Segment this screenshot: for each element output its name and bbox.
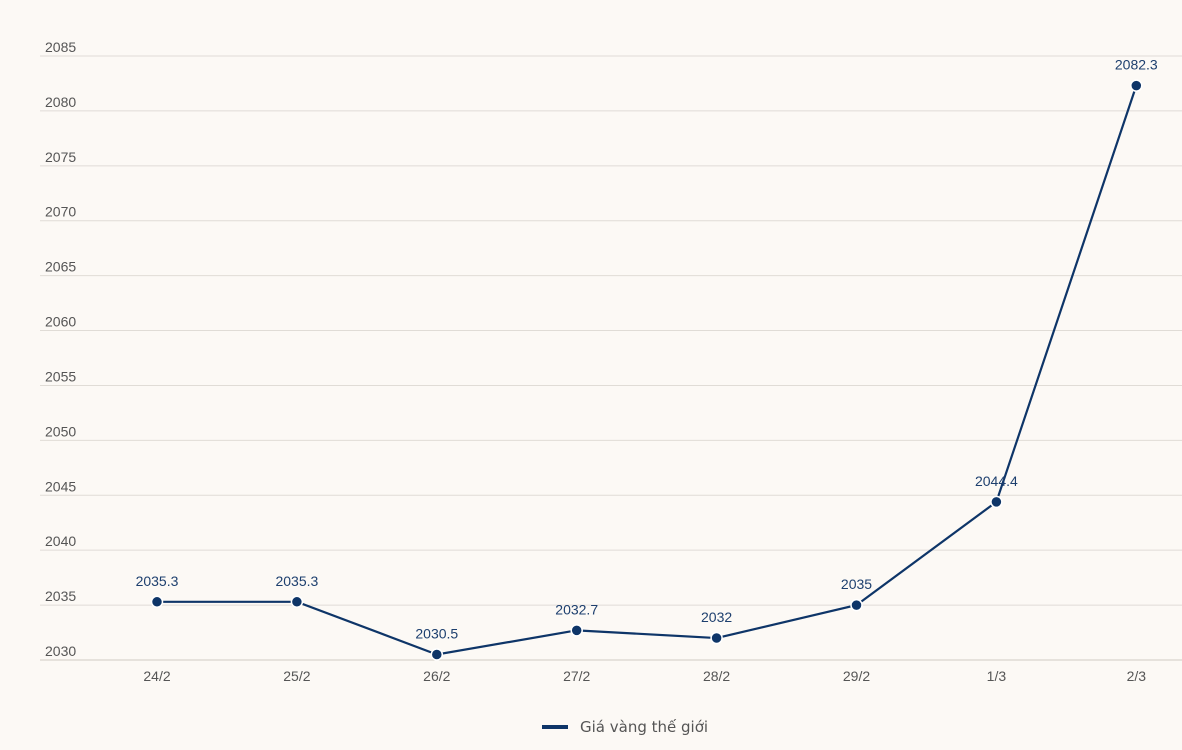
legend-label: Giá vàng thế giới <box>580 718 709 736</box>
x-tick-label: 2/3 <box>1127 668 1147 684</box>
data-point <box>850 598 863 612</box>
data-label: 2082.3 <box>1115 57 1158 73</box>
data-point <box>290 595 304 609</box>
y-tick-label: 2040 <box>45 533 76 549</box>
x-tick-label: 1/3 <box>987 668 1007 684</box>
x-tick-label: 29/2 <box>843 668 870 684</box>
data-point <box>1130 79 1143 92</box>
data-label: 2032 <box>701 609 732 625</box>
y-tick-label: 2060 <box>45 314 76 330</box>
data-label: 2044.4 <box>975 473 1018 489</box>
x-tick-label: 28/2 <box>703 668 730 684</box>
x-tick-label: 27/2 <box>563 668 590 684</box>
y-tick-label: 2045 <box>45 478 76 494</box>
series-line <box>157 85 1138 656</box>
y-tick-label: 2065 <box>45 259 76 275</box>
data-label: 2030.5 <box>415 626 458 642</box>
y-tick-label: 2035 <box>45 588 76 604</box>
data-point <box>710 631 723 645</box>
y-tick-label: 2085 <box>45 39 76 55</box>
y-tick-label: 2030 <box>45 643 76 659</box>
x-tick-label: 24/2 <box>143 668 170 684</box>
data-point <box>430 648 444 661</box>
data-label: 2032.7 <box>555 601 598 617</box>
data-label: 2035 <box>841 576 872 592</box>
x-tick-label: 25/2 <box>283 668 310 684</box>
data-label: 2035.3 <box>275 573 318 589</box>
data-label: 2035.3 <box>136 573 179 589</box>
data-point <box>150 595 164 609</box>
data-point <box>990 495 1003 509</box>
x-tick-label: 26/2 <box>423 668 450 684</box>
y-tick-label: 2050 <box>45 423 76 439</box>
legend-swatch <box>542 725 568 729</box>
data-point <box>570 624 583 637</box>
y-tick-label: 2075 <box>45 149 76 165</box>
legend: Giá vàng thế giới <box>542 718 708 736</box>
y-tick-label: 2055 <box>45 368 76 384</box>
y-tick-label: 2070 <box>45 204 76 220</box>
y-tick-label: 2080 <box>45 94 76 110</box>
